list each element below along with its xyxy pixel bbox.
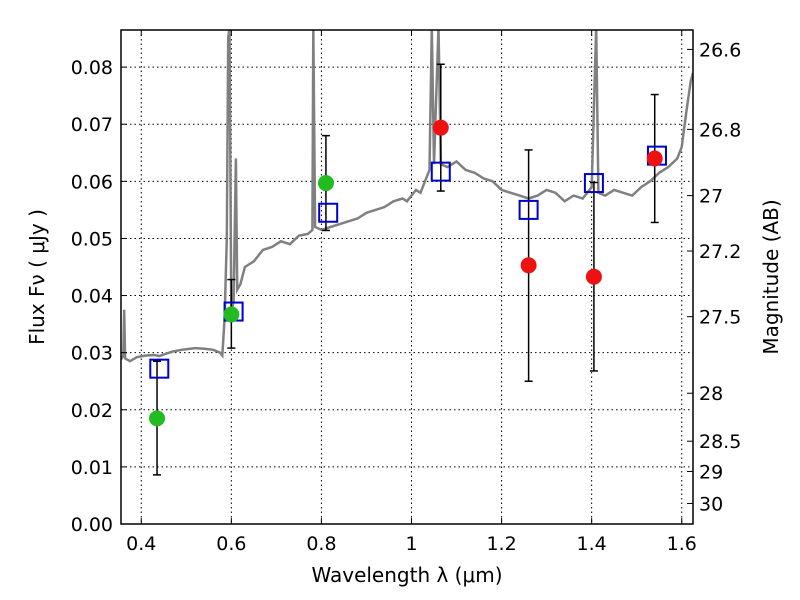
axis-ticks: 0.4 0.6 0.8 1 1.2 1.4 1.6 0.00 0.01 0.02 0.03 0.04 0… (71, 30, 741, 555)
y-tick-label: 0.07 (71, 114, 113, 136)
y2-tick-label: 28 (699, 383, 723, 405)
observed-flux-point (317, 175, 334, 192)
y2-tick-label: 29 (699, 461, 723, 483)
y2-tick-label: 27.2 (699, 241, 741, 263)
model-flux-box (318, 202, 339, 223)
data-marks (149, 63, 667, 476)
sed-model-line (121, 30, 693, 363)
plot-frame (120, 29, 694, 525)
y-tick-label: 0.02 (71, 400, 113, 422)
y-tick-label: 0.00 (71, 514, 113, 536)
y2-axis-label: Magnitude (AB) (759, 199, 783, 354)
x-axis-label: Wavelength λ (μm) (311, 563, 502, 587)
grid-lines (121, 30, 693, 524)
y2-tick-label: 27.5 (699, 307, 741, 329)
observed-flux-point (432, 119, 449, 136)
x-tick-label: 1.2 (486, 533, 516, 555)
y2-tick-label: 26.8 (699, 119, 741, 141)
x-tick-label: 1 (405, 533, 417, 555)
x-tick-label: 1.4 (577, 533, 607, 555)
model-flux-box (583, 173, 604, 194)
model-flux-box (430, 161, 451, 182)
y2-tick-label: 27 (699, 186, 723, 208)
y-tick-label: 0.06 (71, 171, 113, 193)
y2-tick-label: 28.5 (699, 431, 741, 453)
y-tick-label: 0.05 (71, 228, 113, 250)
x-tick-label: 0.4 (126, 533, 156, 555)
observed-flux-point (585, 268, 602, 285)
plot-area (121, 30, 693, 363)
y2-tick-label: 30 (699, 493, 723, 515)
y2-tick-label: 26.6 (699, 39, 741, 61)
observed-flux-point (646, 150, 663, 167)
observed-flux-point (223, 306, 240, 323)
observed-flux-point (149, 410, 166, 427)
y-tick-label: 0.01 (71, 457, 113, 479)
y-tick-label: 0.08 (71, 57, 113, 79)
x-tick-label: 1.6 (667, 533, 697, 555)
y-axis-label: Flux Fν ( μJy ) (25, 209, 49, 345)
x-tick-label: 0.8 (306, 533, 336, 555)
observed-flux-point (520, 257, 537, 274)
model-flux-box (149, 358, 170, 379)
y-tick-label: 0.03 (71, 343, 113, 365)
model-flux-box (518, 199, 539, 220)
y-tick-label: 0.04 (71, 286, 113, 308)
x-tick-label: 0.6 (216, 533, 246, 555)
